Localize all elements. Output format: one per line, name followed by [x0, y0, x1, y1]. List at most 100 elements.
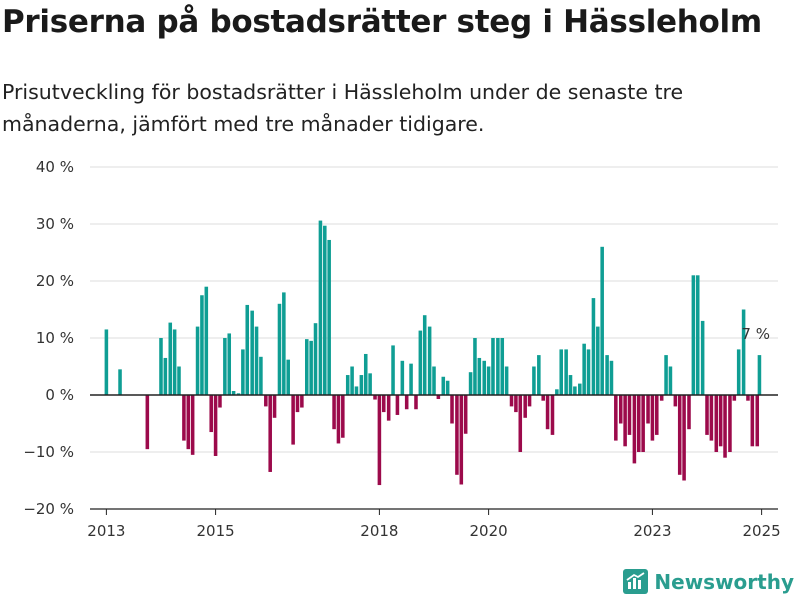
bar-positive — [250, 310, 254, 395]
x-tick-label: 2020 — [470, 522, 508, 540]
bar-positive — [286, 359, 290, 395]
bar-negative — [300, 395, 304, 408]
bar-positive — [596, 326, 600, 395]
bar-negative — [268, 395, 272, 472]
bar-negative — [341, 395, 345, 438]
bar-positive — [582, 343, 586, 395]
bar-positive — [159, 338, 163, 395]
bar-negative — [641, 395, 645, 452]
bar-negative — [732, 395, 737, 401]
bar-negative — [632, 395, 637, 464]
chart-subtitle: Prisutveckling för bostadsrätter i Hässl… — [2, 80, 684, 136]
bar-positive — [236, 393, 241, 395]
y-tick-label: 20 % — [36, 272, 74, 290]
bar-positive — [668, 366, 673, 395]
bar-positive — [573, 386, 577, 395]
axes — [90, 394, 778, 515]
bars — [104, 220, 762, 486]
x-tick-label: 2023 — [633, 522, 671, 540]
bar-negative — [518, 395, 523, 452]
bar-negative — [636, 395, 641, 452]
y-tick-label: −10 % — [23, 443, 74, 461]
bar-positive — [504, 366, 509, 395]
bar-positive — [223, 338, 227, 395]
bar-negative — [523, 395, 527, 418]
bar-negative — [450, 395, 454, 424]
bar-positive — [259, 356, 263, 395]
x-tick-label: 2013 — [87, 522, 125, 540]
bar-negative — [377, 395, 382, 486]
bar-positive — [323, 225, 327, 395]
bar-negative — [190, 395, 195, 455]
bar-positive — [532, 366, 536, 395]
tick-labels: −20 % −10 % 0 % 10 % 20 % 30 % 40 % 2013 2015 201… — [23, 158, 780, 540]
bar-positive — [368, 373, 372, 395]
bar-negative — [436, 395, 441, 399]
bar-positive — [578, 383, 582, 395]
bar-negative — [705, 395, 709, 435]
bar-positive — [200, 295, 204, 395]
bar-positive — [486, 366, 491, 395]
bar-negative — [218, 395, 222, 408]
bar-negative — [682, 395, 686, 481]
bar-positive — [254, 326, 259, 395]
bar-positive — [700, 320, 705, 395]
bar-negative — [646, 395, 650, 424]
bar-positive — [559, 349, 563, 395]
bar-negative — [459, 395, 464, 485]
x-tick-label: 2015 — [196, 522, 234, 540]
bar-negative — [395, 395, 400, 415]
bar-positive — [359, 375, 364, 395]
bar-negative — [550, 395, 555, 435]
last-value-annotation: 7 % — [741, 325, 770, 343]
bar-positive — [282, 292, 286, 395]
bar-negative — [295, 395, 300, 413]
bar-positive — [691, 275, 696, 395]
bar-negative — [145, 395, 150, 450]
bar-positive — [409, 363, 413, 395]
bar-positive — [195, 326, 200, 395]
bar-negative — [404, 395, 409, 410]
bar-negative — [614, 395, 618, 441]
bar-negative — [650, 395, 655, 441]
bar-negative — [509, 395, 514, 407]
bar-negative — [381, 395, 386, 413]
bar-positive — [422, 315, 427, 395]
bar-positive — [418, 330, 423, 395]
bar-positive — [305, 339, 309, 395]
bar-negative — [264, 395, 268, 407]
bar-positive — [163, 357, 168, 395]
bar-positive — [473, 338, 477, 395]
bar-negative — [272, 395, 277, 418]
bar-negative — [723, 395, 727, 458]
bar-positive — [432, 366, 436, 395]
bar-positive — [118, 369, 122, 395]
newsworthy-logo-icon — [623, 569, 649, 594]
bar-positive — [313, 323, 318, 395]
y-tick-label: 10 % — [36, 329, 74, 347]
bar-negative — [545, 395, 550, 430]
bar-positive — [500, 338, 505, 395]
bar-negative — [455, 395, 459, 475]
bar-positive — [391, 345, 395, 395]
bar-negative — [655, 395, 659, 435]
bar-negative — [709, 395, 714, 441]
bar-negative — [714, 395, 719, 452]
bar-negative — [527, 395, 532, 407]
y-tick-label: 30 % — [36, 215, 74, 233]
bar-negative — [463, 395, 468, 434]
bar-negative — [755, 395, 760, 447]
bar-negative — [728, 395, 732, 452]
bar-positive — [400, 360, 405, 395]
bar-positive — [354, 386, 359, 395]
bar-positive — [609, 360, 614, 395]
y-tick-label: −20 % — [23, 500, 74, 518]
bar-negative — [677, 395, 682, 475]
bar-positive — [736, 349, 741, 395]
bar-negative — [718, 395, 723, 447]
x-tick-label: 2018 — [360, 522, 398, 540]
bar-positive — [600, 246, 604, 395]
bar-positive — [757, 355, 762, 395]
bar-negative — [659, 395, 664, 401]
